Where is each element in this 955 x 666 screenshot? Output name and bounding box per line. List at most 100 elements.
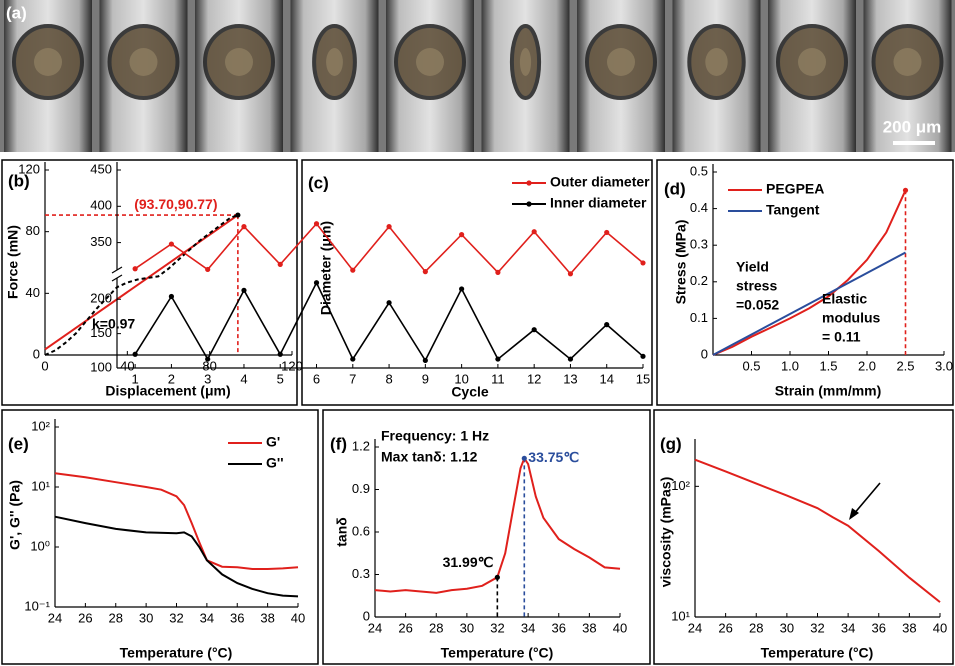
x-tick-label: 2 (168, 371, 175, 386)
y-tick-label: 0.4 (690, 200, 708, 215)
arrow (849, 482, 881, 520)
marker-point (902, 187, 909, 193)
annotation: k=0.97 (92, 316, 135, 332)
point (640, 353, 646, 359)
y-tick-label: 0.6 (352, 523, 370, 538)
y-tick-label: 10⁰ (30, 538, 50, 553)
series-line (44, 214, 239, 356)
x-tick-label: 38 (902, 620, 916, 635)
panel-frame (1, 409, 319, 665)
legend-label: G' (266, 434, 280, 450)
point (567, 271, 574, 277)
x-tick-label: 40 (120, 358, 134, 373)
x-tick-label: 38 (260, 610, 274, 625)
x-axis-title: Temperature (°C) (761, 645, 874, 661)
point (132, 266, 138, 272)
series-line (374, 456, 621, 594)
x-tick-label: 26 (398, 620, 412, 635)
point (531, 229, 537, 235)
x-tick-label: 24 (48, 610, 62, 625)
point (350, 356, 356, 362)
point (604, 229, 610, 236)
x-tick-label: 12 (527, 371, 541, 386)
y-tick-label: 100 (90, 359, 112, 374)
point (604, 322, 610, 328)
y-tick-label: 10² (671, 478, 690, 493)
droplet-core (225, 48, 253, 76)
y-tick-label: 350 (90, 234, 112, 249)
y-tick-label: 10⁻¹ (24, 598, 50, 613)
x-tick-label: 10 (454, 371, 468, 386)
x-tick-label: 36 (552, 620, 566, 635)
point (422, 269, 428, 275)
point (350, 267, 356, 273)
series-line (712, 189, 907, 356)
legend-label: Tangent (766, 202, 820, 218)
marker-point (235, 212, 241, 218)
point (205, 266, 211, 273)
point (277, 351, 283, 357)
droplet-core (326, 48, 343, 76)
x-tick-label: 1 (132, 371, 139, 386)
x-tick-label: 120 (281, 358, 303, 373)
x-tick-label: 1.0 (781, 358, 799, 373)
x-tick-label: 7 (349, 371, 356, 386)
x-tick-label: 9 (422, 371, 429, 386)
legend-label: G'' (266, 455, 284, 471)
annotation: Yield (736, 259, 769, 275)
arrow-head (849, 508, 859, 520)
panel-label: (e) (8, 434, 29, 453)
y-tick-label: 40 (26, 285, 40, 300)
axis-break (111, 266, 123, 274)
y-axis-title: Force (mN) (5, 225, 21, 299)
y-tick-label: 0.3 (352, 566, 370, 581)
panel-frame (1, 159, 298, 406)
x-tick-label: 32 (169, 610, 183, 625)
point (241, 287, 247, 293)
y-tick-label: 0.1 (690, 310, 708, 325)
y-tick-label: 80 (26, 223, 40, 238)
point (386, 300, 392, 306)
x-tick-label: 2.0 (858, 358, 876, 373)
panel-frame (653, 409, 954, 665)
point (168, 241, 175, 247)
y-tick-label: 0.5 (690, 163, 708, 178)
x-tick-label: 36 (872, 620, 886, 635)
annotation: = 0.11 (822, 329, 861, 345)
series-line (712, 251, 906, 356)
series-line (134, 280, 644, 363)
y-tick-label: 0.9 (352, 481, 370, 496)
y-tick-label: 120 (18, 161, 40, 176)
scale-bar-label: 200 μm (883, 117, 942, 136)
x-axis-title: Strain (mm/mm) (775, 383, 882, 399)
x-tick-label: 30 (780, 620, 794, 635)
x-tick-label: 2.5 (896, 358, 914, 373)
arrow-shaft (852, 482, 881, 516)
x-tick-label: 24 (368, 620, 382, 635)
panel-label: (c) (308, 173, 329, 192)
x-tick-label: 30 (460, 620, 474, 635)
marker-label: (93.70,90.77) (134, 196, 217, 212)
point (531, 327, 537, 333)
y-axis-title: viscosity (mPas) (658, 477, 674, 588)
droplet-core (798, 48, 826, 76)
droplet-core (705, 48, 728, 76)
x-axis-title: Cycle (451, 384, 489, 400)
panel-label: (a) (6, 3, 27, 22)
point (313, 221, 320, 227)
annotation: stress (736, 278, 777, 294)
series-line (54, 515, 299, 598)
droplet-core (893, 48, 922, 76)
droplet-core (607, 48, 635, 76)
point (422, 357, 428, 364)
x-tick-label: 0.5 (742, 358, 760, 373)
droplet-core (519, 48, 532, 76)
point (205, 356, 211, 362)
point (640, 260, 646, 266)
x-tick-label: 24 (688, 620, 702, 635)
x-tick-label: 36 (230, 610, 244, 625)
y-tick-label: 10¹ (671, 608, 690, 623)
panel-label: (b) (8, 171, 30, 190)
x-tick-label: 80 (202, 358, 216, 373)
